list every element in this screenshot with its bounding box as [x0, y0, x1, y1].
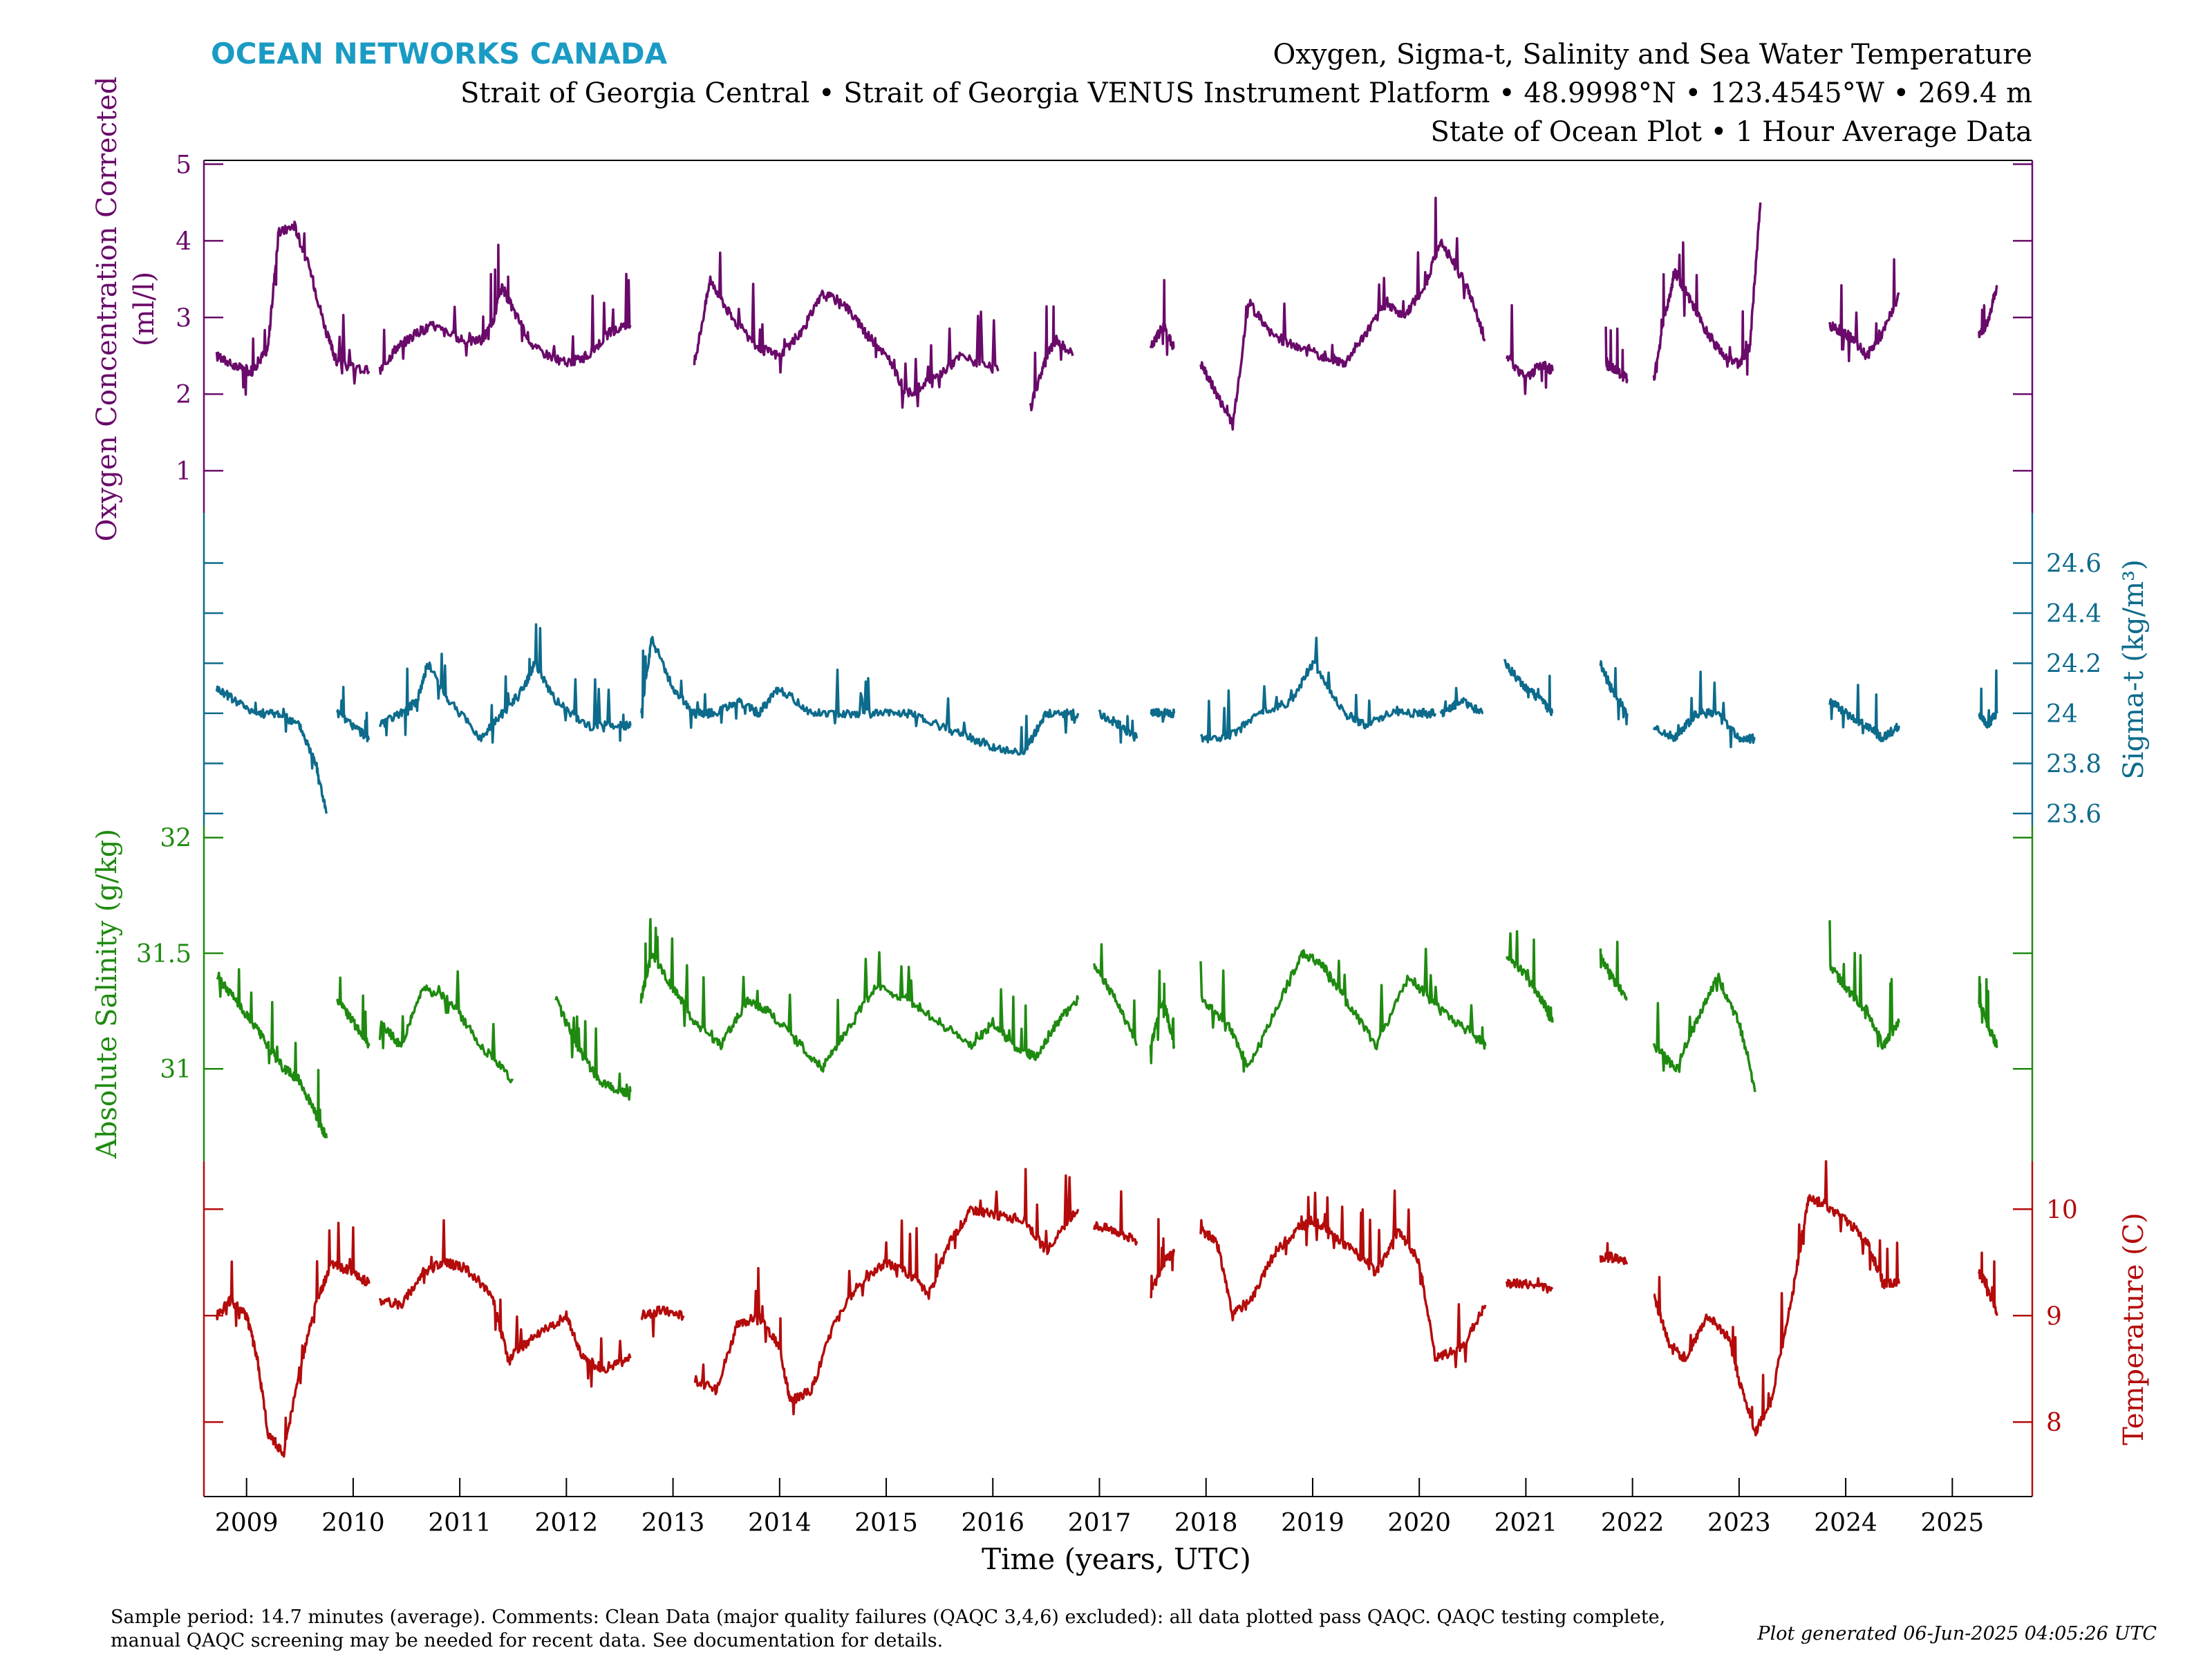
x-tick-label: 2012 — [535, 1509, 599, 1537]
salinity-series-segment — [1506, 930, 1554, 1023]
sigma-series-segment — [1652, 671, 1756, 749]
footer-note-line1: Sample period: 14.7 minutes (average). C… — [111, 1606, 1665, 1628]
salinity-series-segment — [1978, 975, 1998, 1049]
salinity-series-segment — [554, 995, 632, 1101]
salinity-series-segment — [1652, 973, 1756, 1093]
salinity-tick-label: 32 — [160, 825, 191, 853]
x-tick-label: 2024 — [1814, 1509, 1877, 1537]
axes-layer — [203, 160, 2034, 1497]
sigma-series-segment — [1098, 709, 1138, 744]
x-tick-label: 2021 — [1494, 1509, 1558, 1537]
sigma-tick-label: 23.6 — [2046, 800, 2101, 829]
oxygen-tick-label: 4 — [176, 227, 191, 256]
oxygen-series-segment — [1506, 303, 1554, 395]
sigma-series-segment — [378, 623, 632, 744]
oxygen-tick-label: 3 — [176, 304, 191, 332]
sigma-series-segment — [1199, 637, 1436, 744]
oxygen-series-segment — [215, 221, 371, 396]
temperature-series-segment — [1199, 1189, 1487, 1369]
x-tick-label: 2015 — [854, 1509, 918, 1537]
salinity-series-segment — [1199, 947, 1487, 1073]
oxygen-series-segment — [1149, 279, 1175, 356]
x-tick-label: 2016 — [961, 1509, 1024, 1537]
temperature-series-segment — [1599, 1241, 1629, 1266]
sigma-series-segment — [640, 635, 1080, 756]
salinity-tick-label: 31 — [160, 1056, 191, 1084]
salinity-series-segment — [1599, 940, 1628, 1001]
sigma-series-segment — [1828, 684, 1900, 742]
temperature-tick-label: 9 — [2046, 1302, 2062, 1331]
salinity-series-segment — [639, 917, 1080, 1073]
sigma-axis-title: Sigma-t (kg/m³) — [2118, 559, 2150, 779]
x-tick-label: 2017 — [1068, 1509, 1132, 1537]
temperature-series-segment — [640, 1305, 685, 1338]
salinity-series-segment — [378, 970, 514, 1084]
oxygen-tick-label: 2 — [176, 381, 191, 409]
temperature-series-segment — [693, 1168, 1080, 1416]
sigma-tick-label: 24.2 — [2046, 650, 2101, 678]
x-tick-label: 2018 — [1174, 1509, 1238, 1537]
labels-layer: 1 2 3 4 5 Oxygen Concentration Corrected (ml/l… — [91, 77, 2150, 1537]
sigma-series-segment — [1503, 658, 1554, 717]
salinity-series-segment — [1093, 943, 1138, 1047]
oxygen-series-segment — [1978, 285, 1998, 339]
oxygen-axis-title: Oxygen Concentration Corrected — [91, 77, 123, 542]
chart-subtitle-2: State of Ocean Plot • 1 Hour Average Dat… — [1430, 116, 2032, 148]
salinity-series-segment — [336, 976, 371, 1049]
temperature-series-segment — [378, 1219, 632, 1388]
x-tick-label: 2011 — [428, 1509, 491, 1537]
temperature-tick-label: 8 — [2046, 1409, 2062, 1437]
sigma-tick-label: 24 — [2046, 700, 2078, 729]
oxygen-tick-label: 1 — [176, 458, 191, 486]
data-layer — [215, 196, 1998, 1458]
oxygen-series-segment — [1652, 202, 1762, 381]
oxygen-series-segment — [1828, 258, 1900, 363]
oxygen-series-segment — [1604, 326, 1629, 384]
x-tick-label: 2023 — [1707, 1509, 1771, 1537]
x-tick-label: 2025 — [1921, 1509, 1985, 1537]
x-axis-label: Time (years, UTC) — [982, 1542, 1251, 1576]
sigma-tick-label: 23.8 — [2046, 750, 2101, 778]
x-tick-label: 2014 — [748, 1509, 812, 1537]
x-tick-label: 2019 — [1281, 1509, 1344, 1537]
temperature-series-segment — [1653, 1160, 1900, 1437]
temperature-series-segment — [215, 1221, 371, 1458]
salinity-series-segment — [216, 968, 328, 1138]
sigma-series-segment — [215, 685, 328, 814]
footer-note-line2: manual QAQC screening may be needed for … — [111, 1630, 943, 1651]
sigma-series-segment — [1978, 669, 1998, 729]
salinity-tick-label: 31.5 — [136, 940, 191, 968]
x-tick-label: 2009 — [215, 1509, 279, 1537]
chart-subtitle: Strait of Georgia Central • Strait of Ge… — [460, 77, 2032, 109]
sigma-series-segment — [1150, 708, 1176, 723]
sigma-series-segment — [336, 686, 371, 742]
sigma-tick-label: 24.6 — [2046, 550, 2101, 578]
x-tick-label: 2022 — [1601, 1509, 1665, 1537]
salinity-axis-title: Absolute Salinity (g/kg) — [91, 829, 123, 1159]
temperature-axis-title: Temperature (C) — [2118, 1212, 2150, 1445]
oxygen-series-segment — [693, 251, 1000, 409]
plot-generated-timestamp: Plot generated 06-Jun-2025 04:05:26 UTC — [1756, 1623, 2157, 1644]
sigma-series-segment — [1599, 660, 1629, 726]
temperature-series-segment — [1150, 1217, 1176, 1299]
x-tick-label: 2010 — [321, 1509, 385, 1537]
temperature-series-segment — [1505, 1277, 1554, 1294]
salinity-series-segment — [1828, 920, 1900, 1050]
oxygen-series-segment — [1029, 305, 1074, 412]
temperature-tick-label: 10 — [2046, 1196, 2078, 1224]
sigma-tick-label: 24.4 — [2046, 600, 2101, 628]
brand-logo: OCEAN NETWORKS CANADA — [211, 37, 668, 71]
oxygen-series-segment — [1199, 196, 1486, 431]
x-tick-label: 2013 — [641, 1509, 705, 1537]
oxygen-axis-title-units: (ml/l) — [129, 272, 160, 346]
chart-title: Oxygen, Sigma-t, Salinity and Sea Water … — [1273, 39, 2032, 71]
temperature-series-segment — [1978, 1251, 1998, 1316]
x-tick-label: 2020 — [1387, 1509, 1451, 1537]
temperature-series-segment — [1093, 1190, 1138, 1246]
oxygen-tick-label: 5 — [176, 151, 191, 180]
sigma-series-segment — [1439, 686, 1484, 718]
salinity-series-segment — [1149, 969, 1176, 1065]
oxygen-series-segment — [378, 243, 632, 375]
